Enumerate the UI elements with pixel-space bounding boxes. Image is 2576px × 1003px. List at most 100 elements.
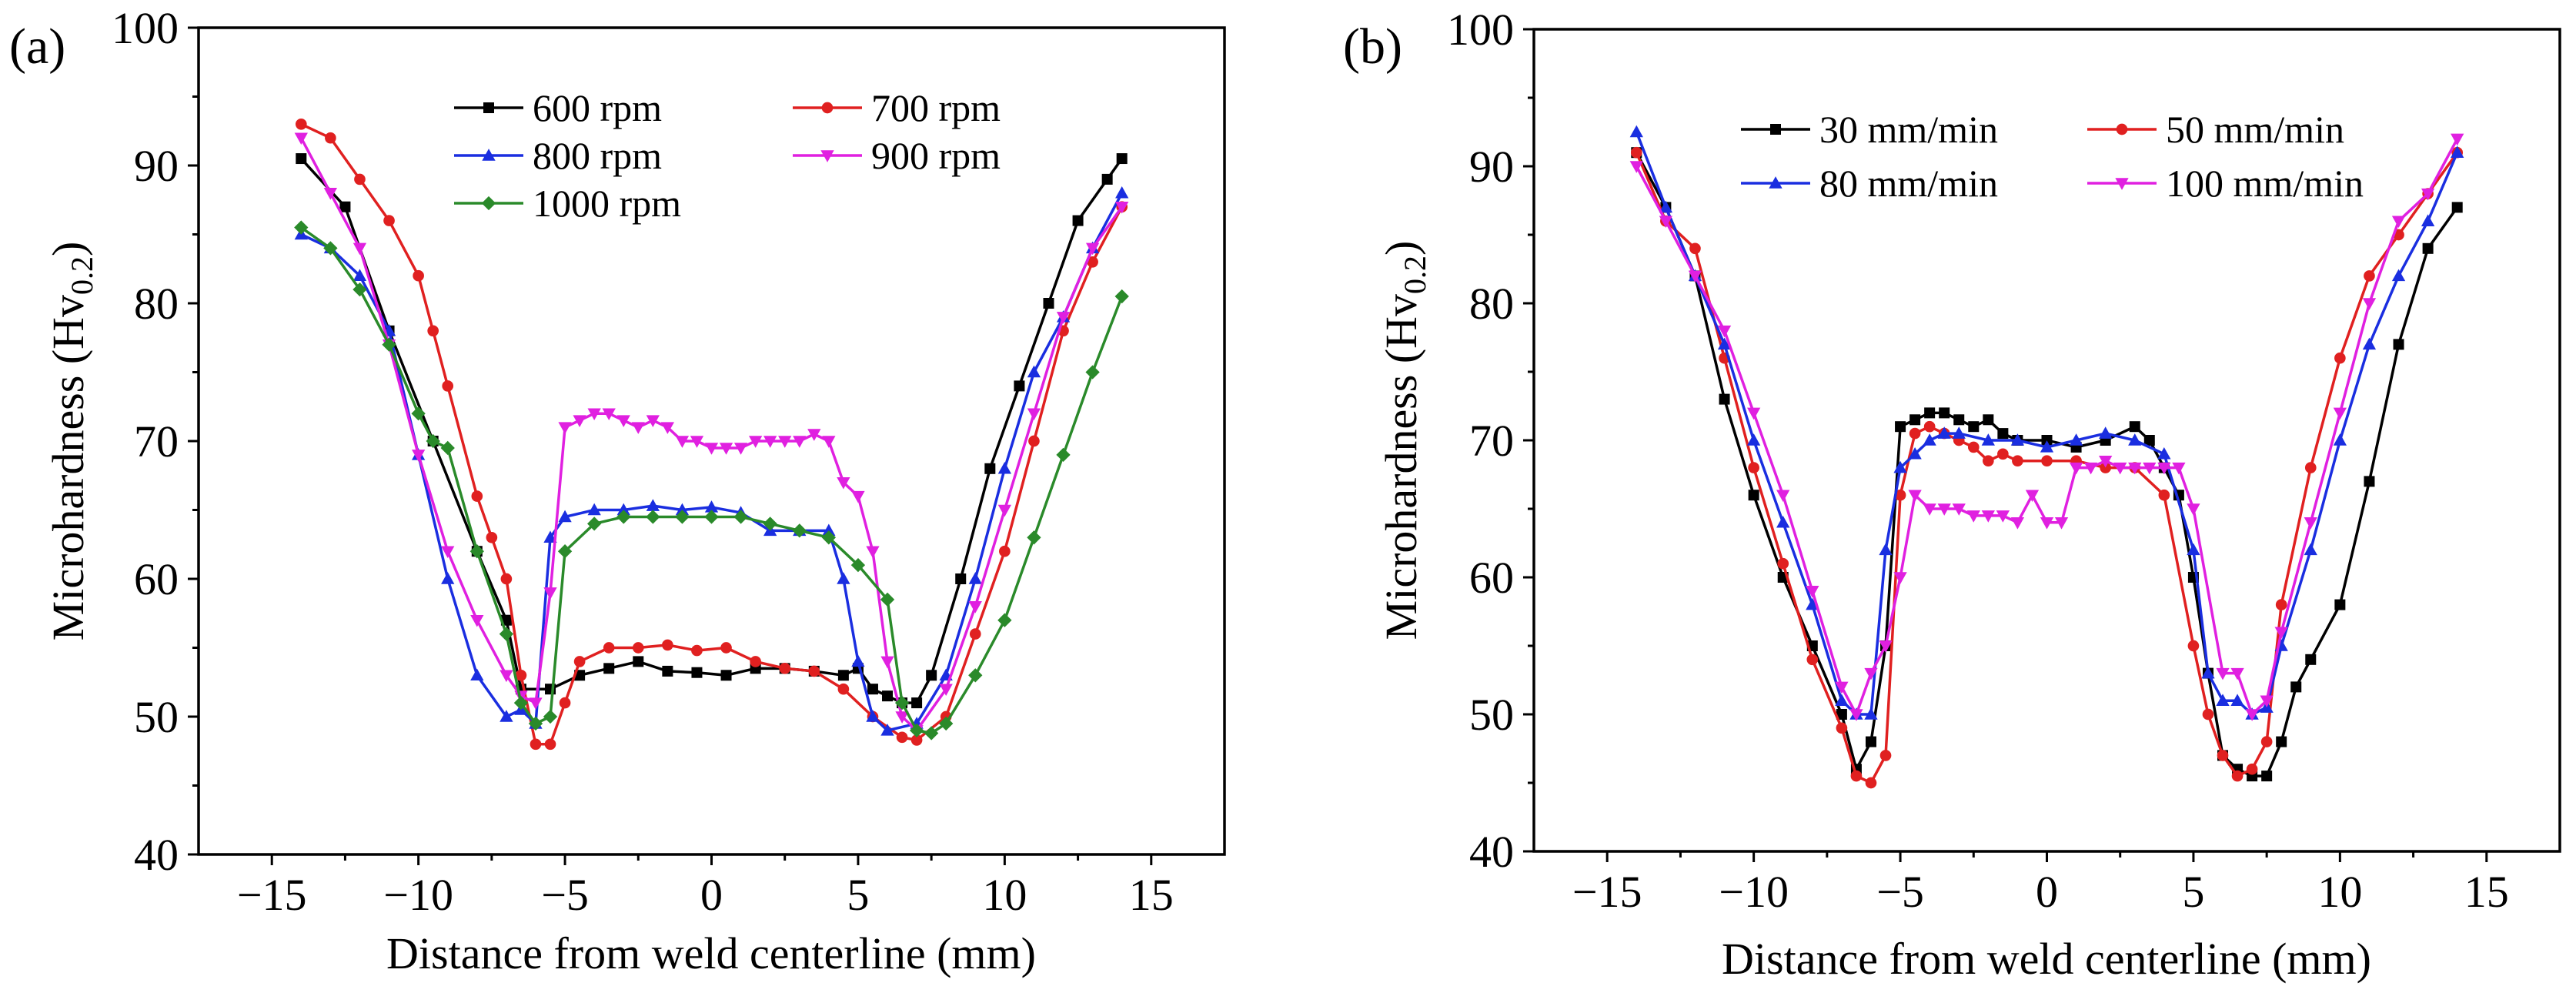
y-tick-label: 40	[1469, 827, 1514, 877]
data-point	[1864, 667, 1878, 680]
data-point	[894, 695, 910, 710]
series-50-mm-min	[1630, 146, 2464, 789]
x-tick-label: 0	[700, 870, 723, 920]
data-point	[543, 530, 557, 543]
data-point	[442, 380, 454, 392]
data-point	[1924, 407, 1936, 419]
data-point	[2069, 433, 2083, 446]
data-point	[1835, 694, 1849, 706]
data-point	[1895, 421, 1906, 433]
y-tick-label: 40	[134, 830, 179, 880]
data-point	[909, 723, 924, 738]
x-tick-label: 5	[847, 870, 869, 920]
data-point	[470, 668, 484, 681]
legend: 30 mm/min 50 mm/min 80 mm/min 100 mm/min	[1741, 108, 2364, 205]
series-1000-rpm	[294, 220, 1129, 741]
plot-area	[1629, 125, 2464, 789]
data-point	[2231, 770, 2244, 782]
data-point	[1746, 407, 1761, 420]
data-point	[2157, 446, 2171, 460]
series-line	[300, 226, 1124, 735]
data-point	[441, 572, 455, 584]
data-point	[1909, 427, 1921, 440]
data-point	[646, 415, 660, 427]
y-axis-label-main: Microhardness (Hv	[1376, 294, 1426, 640]
data-point	[1806, 586, 1819, 598]
data-point	[807, 429, 821, 441]
data-point	[603, 642, 615, 654]
data-point	[2261, 771, 2273, 782]
axis-tick-labels: −15 −10 −5 0 5 10 15 40 50 60 70 80 90 100	[1447, 5, 2509, 917]
data-point	[1056, 312, 1071, 324]
plot-frame	[1532, 28, 2561, 853]
data-point	[559, 697, 571, 709]
data-point	[2304, 462, 2317, 473]
data-point	[2158, 489, 2170, 501]
data-point	[719, 443, 733, 455]
data-point	[1114, 289, 1129, 304]
data-point	[2054, 517, 2069, 530]
data-point	[2202, 708, 2214, 720]
data-point	[573, 656, 586, 667]
data-point	[1085, 242, 1100, 256]
data-point	[880, 656, 894, 669]
data-point	[2010, 517, 2025, 530]
data-point	[2305, 654, 2317, 665]
data-point	[1952, 426, 1966, 439]
data-point	[690, 436, 704, 448]
data-point	[469, 544, 484, 559]
x-tick-label: 0	[2036, 867, 2058, 917]
data-point	[426, 433, 440, 449]
data-point	[557, 544, 573, 559]
data-point	[822, 436, 836, 448]
data-point	[1717, 337, 1732, 350]
data-point	[1879, 640, 1893, 653]
legend-label: 900 rpm	[871, 134, 1001, 177]
data-point	[1981, 433, 1995, 446]
data-point	[1836, 722, 1848, 734]
y-axis-label-subscript: 0.2	[65, 256, 99, 295]
data-point	[1659, 216, 1673, 229]
data-point	[1864, 707, 1878, 720]
y-tick-label: 50	[1469, 690, 1514, 740]
data-point	[2040, 440, 2054, 453]
data-point	[2128, 462, 2142, 475]
legend-label: 600 rpm	[533, 86, 662, 129]
data-point	[1659, 200, 1673, 213]
data-point	[2334, 352, 2346, 364]
data-point	[704, 443, 719, 455]
data-point	[850, 557, 866, 573]
data-point	[1027, 408, 1041, 421]
data-point	[323, 188, 338, 200]
x-tick-label: 5	[2182, 867, 2204, 917]
data-point	[2260, 736, 2273, 747]
data-point	[1085, 365, 1100, 379]
data-point	[997, 613, 1012, 627]
data-point	[294, 220, 309, 235]
data-point	[2362, 337, 2377, 350]
data-point	[2041, 455, 2053, 467]
x-tick-label: −5	[541, 870, 589, 920]
data-point	[2187, 640, 2200, 652]
data-point	[2334, 599, 2346, 610]
data-point	[1997, 428, 2009, 440]
data-point	[1776, 490, 1790, 503]
data-point	[2230, 694, 2244, 706]
data-point	[515, 669, 527, 681]
data-point	[1909, 414, 1921, 426]
data-point	[1719, 393, 1730, 405]
data-point	[2099, 426, 2113, 439]
data-point	[1893, 572, 1907, 584]
data-point	[999, 545, 1011, 557]
data-point	[470, 614, 484, 627]
legend-label: 800 rpm	[533, 134, 662, 177]
data-point	[926, 670, 937, 681]
data-point	[499, 670, 513, 683]
data-point	[294, 132, 308, 145]
x-tick-label: −10	[1719, 867, 1789, 917]
data-point	[2276, 736, 2287, 747]
data-point	[968, 668, 983, 683]
data-point	[1746, 433, 1761, 446]
legend-marker	[1770, 124, 1781, 135]
legend-entry: 900 rpm	[793, 134, 1001, 177]
